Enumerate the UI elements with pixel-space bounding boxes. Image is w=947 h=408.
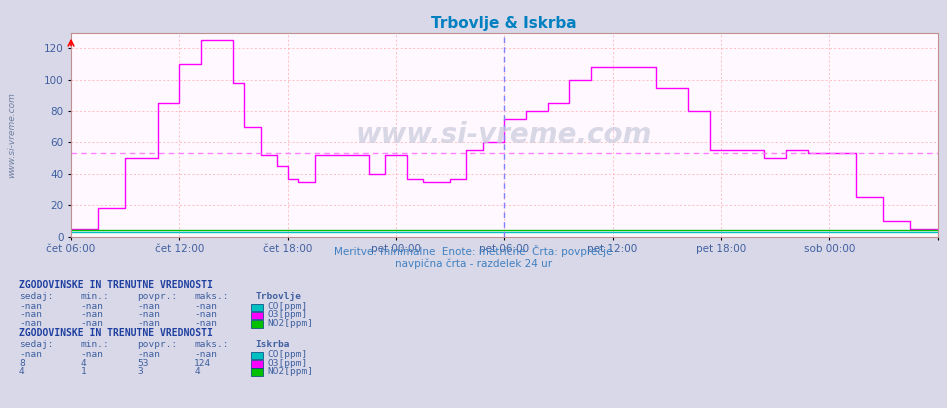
Text: sedaj:: sedaj: [19, 340, 53, 349]
Text: maks.:: maks.: [194, 292, 228, 301]
Text: -nan: -nan [80, 310, 103, 319]
Text: -nan: -nan [19, 350, 42, 359]
Text: www.si-vreme.com: www.si-vreme.com [356, 121, 652, 149]
Text: 53: 53 [137, 359, 149, 368]
Title: Trbovlje & Iskrba: Trbovlje & Iskrba [432, 16, 577, 31]
Text: -nan: -nan [137, 302, 160, 311]
Text: min.:: min.: [80, 340, 109, 349]
Text: ZGODOVINSKE IN TRENUTNE VREDNOSTI: ZGODOVINSKE IN TRENUTNE VREDNOSTI [19, 328, 213, 338]
Text: -nan: -nan [19, 302, 42, 311]
Text: -nan: -nan [194, 350, 217, 359]
Text: Meritve: minimalne  Enote: metrične  Črta: povprečje: Meritve: minimalne Enote: metrične Črta:… [334, 245, 613, 257]
Text: -nan: -nan [19, 310, 42, 319]
Text: -nan: -nan [80, 319, 103, 328]
Text: 4: 4 [194, 367, 200, 376]
Text: 8: 8 [19, 359, 25, 368]
Text: Trbovlje: Trbovlje [256, 292, 302, 301]
Text: -nan: -nan [19, 319, 42, 328]
Text: -nan: -nan [137, 350, 160, 359]
Text: maks.:: maks.: [194, 340, 228, 349]
Text: sedaj:: sedaj: [19, 292, 53, 301]
Text: povpr.:: povpr.: [137, 292, 178, 301]
Text: -nan: -nan [194, 319, 217, 328]
Text: 124: 124 [194, 359, 211, 368]
Text: Iskrba: Iskrba [256, 340, 290, 349]
Text: povpr.:: povpr.: [137, 340, 178, 349]
Text: NO2[ppm]: NO2[ppm] [267, 367, 313, 376]
Text: NO2[ppm]: NO2[ppm] [267, 319, 313, 328]
Text: min.:: min.: [80, 292, 109, 301]
Text: 3: 3 [137, 367, 143, 376]
Text: -nan: -nan [194, 302, 217, 311]
Text: O3[ppm]: O3[ppm] [267, 359, 308, 368]
Text: navpična črta - razdelek 24 ur: navpična črta - razdelek 24 ur [395, 259, 552, 269]
Text: 4: 4 [80, 359, 86, 368]
Text: -nan: -nan [80, 350, 103, 359]
Text: -nan: -nan [137, 310, 160, 319]
Text: -nan: -nan [80, 302, 103, 311]
Text: O3[ppm]: O3[ppm] [267, 310, 308, 319]
Text: 4: 4 [19, 367, 25, 376]
Text: -nan: -nan [194, 310, 217, 319]
Text: ZGODOVINSKE IN TRENUTNE VREDNOSTI: ZGODOVINSKE IN TRENUTNE VREDNOSTI [19, 279, 213, 290]
Text: -nan: -nan [137, 319, 160, 328]
Text: www.si-vreme.com: www.si-vreme.com [7, 92, 16, 177]
Text: CO[ppm]: CO[ppm] [267, 302, 308, 311]
Text: 1: 1 [80, 367, 86, 376]
Text: CO[ppm]: CO[ppm] [267, 350, 308, 359]
